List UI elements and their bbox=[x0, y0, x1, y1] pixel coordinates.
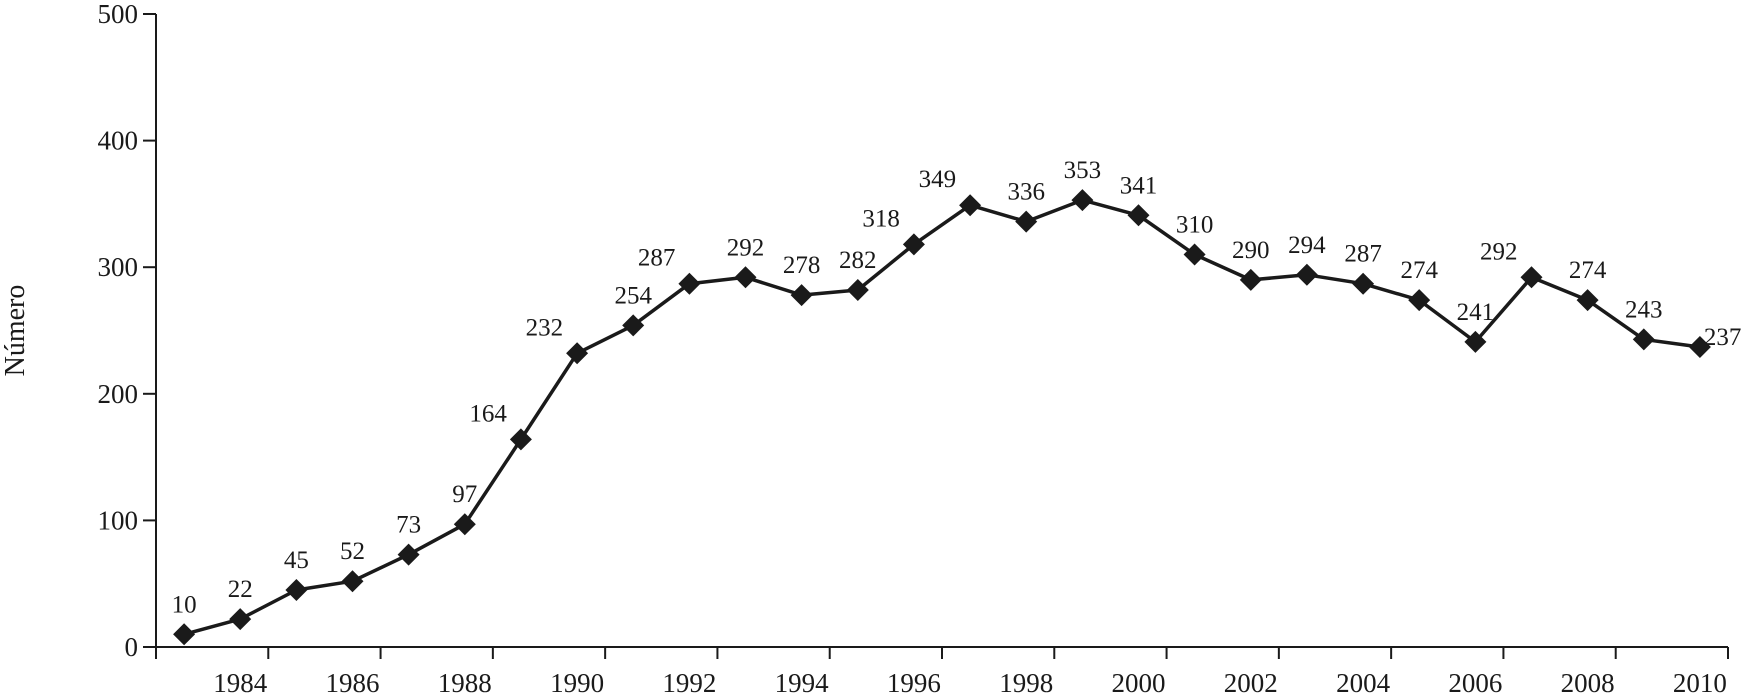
x-tick-label: 1998 bbox=[999, 668, 1053, 698]
data-label: 164 bbox=[469, 400, 507, 427]
data-label: 274 bbox=[1400, 257, 1438, 284]
data-label: 294 bbox=[1288, 232, 1326, 259]
x-axis: 1984 1986 1988 1990 1992 1994 1996 1998 2000 2002… bbox=[155, 646, 1729, 698]
data-label: 52 bbox=[340, 538, 365, 565]
data-point-marker bbox=[173, 623, 196, 646]
x-tick-label: 1988 bbox=[438, 668, 492, 698]
data-point-marker bbox=[285, 579, 308, 601]
data-point-marker bbox=[229, 608, 252, 631]
data-label: 10 bbox=[172, 591, 197, 618]
data-point-marker bbox=[509, 428, 532, 451]
data-point-marker bbox=[1015, 210, 1038, 233]
x-tick-label: 1984 bbox=[213, 668, 268, 698]
data-label: 287 bbox=[638, 245, 676, 272]
y-tick-label: 400 bbox=[98, 126, 139, 156]
y-tick-label: 200 bbox=[98, 379, 139, 409]
x-tick-label: 1990 bbox=[550, 668, 604, 698]
x-tick-label: 2008 bbox=[1561, 668, 1615, 698]
data-point-marker bbox=[566, 342, 589, 365]
data-label: 310 bbox=[1176, 212, 1214, 239]
data-point-marker bbox=[790, 284, 813, 307]
y-axis-title: Número bbox=[0, 285, 31, 377]
data-label: 353 bbox=[1064, 157, 1102, 184]
data-point-marker bbox=[959, 194, 982, 217]
data-point-marker bbox=[397, 543, 420, 566]
data-label: 45 bbox=[284, 547, 309, 574]
x-tick-label: 2010 bbox=[1673, 668, 1727, 698]
data-point-marker bbox=[1127, 204, 1150, 227]
data-label: 292 bbox=[1480, 238, 1518, 265]
data-label: 278 bbox=[783, 252, 821, 279]
data-point-marker bbox=[846, 279, 869, 301]
x-tick-label: 1996 bbox=[887, 668, 941, 698]
x-tick-label: 2000 bbox=[1112, 668, 1166, 698]
x-tick-label: 1994 bbox=[775, 668, 830, 698]
data-point-marker bbox=[1408, 289, 1431, 312]
data-label: 22 bbox=[228, 576, 253, 603]
y-tick-label: 100 bbox=[98, 505, 139, 535]
data-label: 336 bbox=[1007, 179, 1045, 206]
y-tick-label: 500 bbox=[98, 0, 139, 29]
data-point-marker bbox=[1352, 272, 1375, 295]
data-label: 287 bbox=[1344, 241, 1382, 268]
data-point-marker bbox=[734, 266, 757, 289]
data-point-marker bbox=[1183, 243, 1206, 266]
series-line bbox=[183, 198, 1701, 636]
y-tick-label: 0 bbox=[125, 632, 139, 662]
data-point-marker bbox=[1576, 289, 1599, 312]
data-label: 318 bbox=[862, 205, 900, 232]
x-tick-label: 2002 bbox=[1224, 668, 1278, 698]
data-point-marker bbox=[341, 570, 364, 593]
data-label: 254 bbox=[614, 282, 652, 309]
data-label: 349 bbox=[919, 166, 957, 193]
data-label: 243 bbox=[1625, 296, 1663, 323]
y-axis: 0 100 200 300 400 500 bbox=[98, 0, 157, 662]
data-label: 282 bbox=[839, 247, 877, 274]
data-point-marker bbox=[1464, 330, 1487, 353]
data-point-marker bbox=[1295, 263, 1318, 286]
data-label: 292 bbox=[727, 234, 765, 261]
data-point-marker bbox=[1688, 336, 1711, 358]
data-label: 341 bbox=[1120, 172, 1158, 199]
data-label: 237 bbox=[1704, 324, 1742, 351]
x-tick-label: 1986 bbox=[326, 668, 380, 698]
data-point-marker bbox=[1632, 328, 1655, 351]
x-tick-label: 2006 bbox=[1448, 668, 1502, 698]
data-label: 232 bbox=[526, 314, 564, 341]
x-tick-label: 2004 bbox=[1336, 668, 1391, 698]
data-point-marker bbox=[1239, 268, 1262, 291]
data-label: 241 bbox=[1457, 299, 1495, 326]
data-point-marker bbox=[453, 513, 476, 536]
x-tick-label: 1992 bbox=[662, 668, 716, 698]
data-point-marker bbox=[1071, 189, 1094, 212]
plot-area: 10 22 45 52 73 97 164 232 254 287 292 278 282 318 349 3… bbox=[172, 157, 1742, 646]
data-point-marker bbox=[902, 233, 925, 256]
data-point-marker bbox=[678, 272, 701, 295]
y-tick-label: 300 bbox=[98, 252, 139, 282]
data-label: 290 bbox=[1232, 237, 1270, 264]
data-point-marker bbox=[622, 314, 645, 337]
data-label: 274 bbox=[1569, 257, 1607, 284]
data-label: 97 bbox=[452, 481, 477, 508]
data-label: 73 bbox=[396, 512, 421, 539]
data-point-marker bbox=[1520, 266, 1543, 289]
